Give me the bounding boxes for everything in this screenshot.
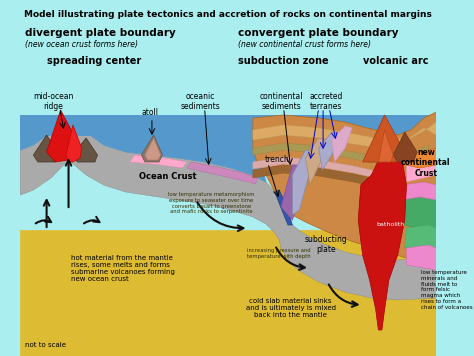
Polygon shape	[130, 155, 187, 168]
Text: new
continental
Crust: new continental Crust	[401, 148, 451, 178]
Text: atoll: atoll	[142, 108, 159, 117]
Polygon shape	[34, 135, 60, 162]
Text: batholith: batholith	[376, 222, 405, 227]
Polygon shape	[253, 165, 380, 188]
Text: subducting
plate: subducting plate	[304, 235, 347, 255]
Text: hot material from the mantle
rises, some melts and forms
submarine volcanoes for: hot material from the mantle rises, some…	[71, 255, 175, 282]
Text: low temperature metamorphism
exposure to seawater over time
converts basalt to g: low temperature metamorphism exposure to…	[168, 192, 255, 214]
Polygon shape	[253, 112, 437, 260]
Polygon shape	[253, 122, 437, 148]
Polygon shape	[281, 165, 301, 220]
Text: cold slab material sinks
and is ultimately is mixed
back into the mantle: cold slab material sinks and is ultimate…	[246, 298, 336, 318]
Polygon shape	[141, 135, 163, 162]
Polygon shape	[20, 115, 266, 182]
Text: not to scale: not to scale	[25, 342, 66, 348]
Text: Model illustrating plate tectonics and accretion of rocks on continental margins: Model illustrating plate tectonics and a…	[24, 10, 432, 19]
Polygon shape	[378, 130, 393, 162]
Text: accreted
terranes: accreted terranes	[309, 92, 342, 111]
Polygon shape	[407, 158, 437, 182]
Polygon shape	[46, 110, 75, 162]
Text: divergent plate boundary: divergent plate boundary	[25, 28, 175, 38]
Polygon shape	[363, 115, 407, 162]
Polygon shape	[20, 115, 437, 300]
Polygon shape	[73, 138, 98, 162]
Text: increasing pressure and
temperature with depth: increasing pressure and temperature with…	[247, 248, 310, 259]
Polygon shape	[306, 138, 328, 185]
Polygon shape	[319, 132, 341, 170]
Polygon shape	[187, 162, 257, 184]
Text: subduction zone: subduction zone	[238, 56, 328, 66]
Polygon shape	[405, 225, 437, 255]
Polygon shape	[66, 125, 82, 162]
Text: spreading center: spreading center	[46, 56, 141, 66]
Text: low temperature
minerals and
fluids melt to
form felsic
magma which
rises to for: low temperature minerals and fluids melt…	[420, 270, 472, 310]
Polygon shape	[407, 245, 437, 270]
Text: Ocean Crust: Ocean Crust	[139, 172, 197, 181]
Polygon shape	[402, 195, 437, 230]
Polygon shape	[275, 190, 292, 225]
Polygon shape	[253, 157, 380, 179]
Polygon shape	[20, 115, 437, 135]
Text: oceanic
sediments: oceanic sediments	[180, 92, 220, 111]
Text: (new continental crust forms here): (new continental crust forms here)	[238, 40, 371, 49]
Text: convergent plate boundary: convergent plate boundary	[238, 28, 399, 38]
Polygon shape	[253, 143, 428, 165]
Text: volcanic arc: volcanic arc	[363, 56, 428, 66]
Polygon shape	[332, 126, 352, 162]
Text: trench: trench	[264, 155, 289, 164]
Polygon shape	[20, 115, 437, 135]
Polygon shape	[393, 132, 417, 162]
Polygon shape	[407, 148, 437, 168]
Polygon shape	[402, 182, 437, 200]
Polygon shape	[292, 150, 314, 215]
Text: continental
sediments: continental sediments	[260, 92, 303, 111]
Polygon shape	[20, 230, 437, 356]
Text: (new ocean crust forms here): (new ocean crust forms here)	[25, 40, 137, 49]
Polygon shape	[145, 138, 161, 160]
Polygon shape	[358, 148, 407, 330]
Text: mid-ocean
ridge: mid-ocean ridge	[34, 92, 74, 111]
